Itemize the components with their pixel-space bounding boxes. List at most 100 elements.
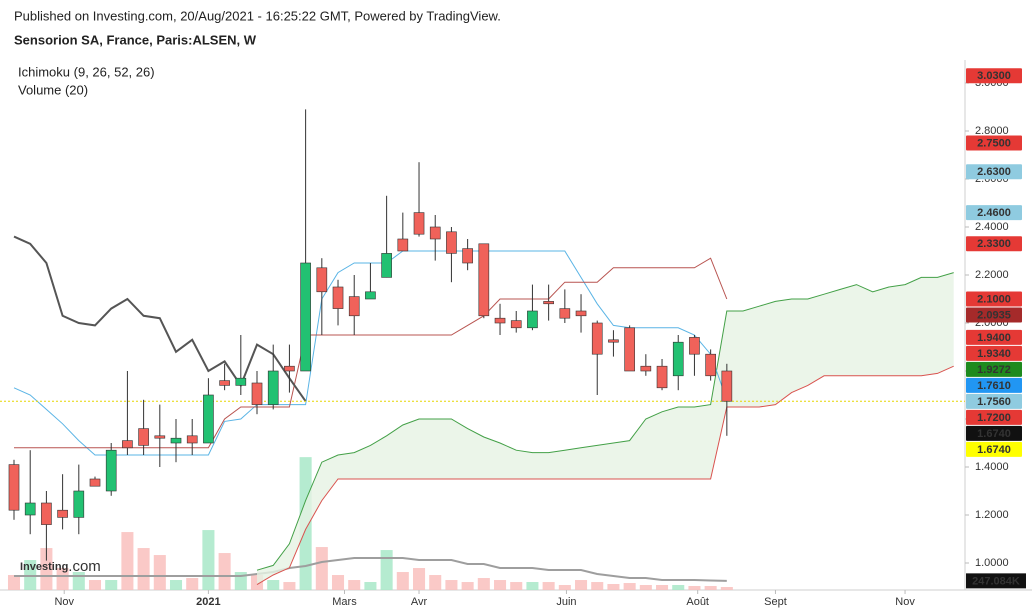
volume-bar — [510, 582, 523, 590]
volume-bar — [639, 585, 652, 590]
price-label-bg — [966, 236, 1022, 252]
candle-body — [446, 231, 457, 254]
candle-body — [527, 310, 538, 329]
volume-bar — [672, 585, 685, 590]
volume-bar — [396, 572, 409, 590]
price-label-bg — [966, 409, 1022, 425]
price-label-bg — [966, 205, 1022, 221]
candle-body — [284, 365, 295, 372]
volume-bar — [218, 553, 231, 590]
candle-body — [624, 327, 635, 372]
y-tick-label: 1.4000 — [975, 461, 1009, 473]
candle-body — [300, 262, 311, 372]
price-label: 1.7200 — [977, 412, 1011, 424]
price-label: 1.9340 — [977, 348, 1011, 360]
price-label: 3.0300 — [977, 70, 1011, 82]
volume-bar — [380, 550, 393, 590]
volume-bar — [331, 575, 345, 590]
y-tick-label: 1.2000 — [975, 509, 1009, 521]
senkou-line — [256, 365, 954, 586]
price-label: 2.0935 — [977, 309, 1011, 321]
ichimoku-line — [13, 235, 307, 402]
y-tick-label: 2.2000 — [975, 269, 1009, 281]
x-tick-label: Avr — [411, 596, 428, 608]
y-tick-label: 2.8000 — [975, 125, 1009, 137]
candle-body — [8, 464, 20, 511]
candle-body — [608, 339, 619, 343]
x-tick-label: Sept — [764, 596, 787, 608]
volume-bar — [364, 582, 377, 590]
candle-body — [413, 212, 425, 235]
candle-body — [462, 248, 473, 264]
candle-body — [656, 365, 668, 389]
candle-body — [332, 286, 344, 309]
senkou-line — [256, 272, 954, 571]
volume-label: 247.084K — [972, 575, 1020, 587]
volume-bar — [526, 582, 539, 590]
volume-bar — [575, 580, 588, 590]
candle-body — [510, 320, 522, 329]
chart-title: Sensorion SA, France, Paris:ALSEN, W — [14, 32, 257, 47]
candle-body — [543, 301, 554, 305]
volume-bar — [607, 584, 620, 590]
volume-bar — [494, 580, 507, 590]
candle-body — [219, 380, 230, 386]
price-label: 2.3300 — [977, 238, 1011, 250]
candle-body — [575, 310, 587, 317]
price-label-bg — [966, 164, 1022, 180]
volume-bar — [704, 586, 717, 590]
price-label-bg — [966, 393, 1022, 409]
price-label-bg — [966, 361, 1022, 377]
candle-body — [689, 337, 700, 355]
candle-body — [170, 437, 182, 444]
volume-bar — [56, 568, 69, 590]
volume-bar — [348, 580, 361, 590]
price-label-bg — [966, 68, 1022, 84]
candle-body — [203, 394, 214, 444]
volume-bar — [7, 575, 21, 590]
volume-bar — [153, 555, 166, 590]
price-label: 1.9272 — [977, 364, 1011, 376]
volume-bar — [40, 548, 53, 590]
candle-body — [721, 370, 733, 402]
candle-body — [494, 317, 506, 324]
candle-body — [672, 341, 684, 377]
candle-body — [154, 435, 166, 439]
price-label: 1.9400 — [977, 332, 1011, 344]
price-label-bg — [966, 441, 1022, 457]
x-tick-label: Nov — [895, 596, 915, 608]
volume-bar — [445, 580, 458, 590]
candle-body — [89, 478, 101, 487]
x-tick-label: Juin — [556, 596, 576, 608]
y-tick-label: 1.0000 — [975, 557, 1009, 569]
price-label-bg — [966, 307, 1022, 323]
indicator-legend: Volume (20) — [18, 82, 88, 97]
candle-body — [186, 435, 198, 444]
ichimoku-line — [14, 257, 728, 449]
candle-body — [429, 226, 441, 240]
price-label-bg — [966, 377, 1022, 393]
volume-bar — [461, 582, 474, 590]
volume-bar — [656, 585, 669, 590]
watermark-main: Investing — [20, 561, 68, 573]
volume-bar — [202, 530, 215, 590]
price-label: 1.7610 — [977, 380, 1011, 392]
volume-bar — [558, 585, 571, 590]
x-tick-label: Août — [686, 596, 709, 608]
price-label: 2.1000 — [977, 293, 1011, 305]
candle-body — [73, 490, 85, 518]
volume-bar — [688, 586, 701, 590]
volume-bar — [137, 548, 150, 590]
price-label-bg — [966, 135, 1022, 151]
candle-body — [365, 291, 376, 300]
watermark-suffix: .com — [68, 558, 101, 575]
volume-bar — [477, 578, 490, 590]
y-tick-label: 2.4000 — [975, 221, 1009, 233]
volume-bar — [121, 532, 134, 590]
candle-body — [251, 382, 263, 405]
candle-body — [267, 370, 279, 405]
volume-bar — [105, 580, 118, 590]
price-label: 2.7500 — [977, 137, 1011, 149]
candle-body — [348, 296, 360, 317]
